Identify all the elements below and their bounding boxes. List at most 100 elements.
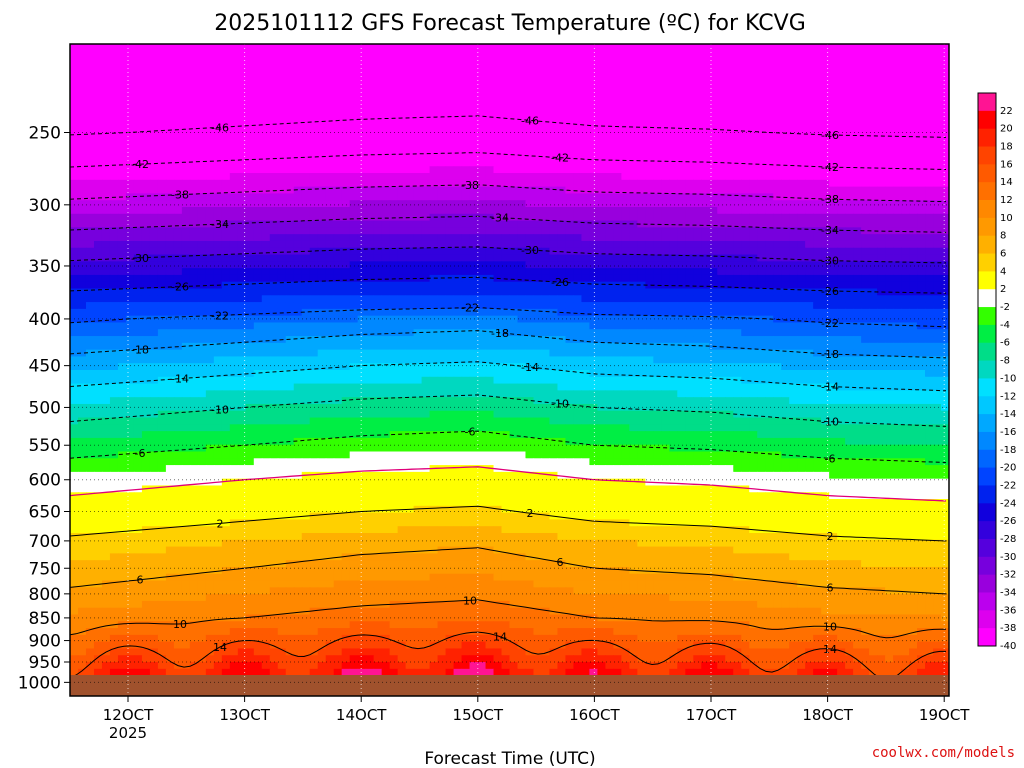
field-cell	[525, 315, 535, 324]
field-cell	[293, 173, 303, 181]
field-cell	[253, 132, 263, 140]
field-cell	[741, 274, 750, 283]
field-cell	[813, 227, 822, 235]
field-cell	[269, 349, 279, 358]
field-cell	[429, 44, 439, 52]
field-cell	[189, 77, 199, 86]
field-cell	[789, 84, 798, 93]
field-cell	[493, 166, 503, 174]
field-cell	[669, 71, 678, 79]
field-cell	[589, 71, 598, 79]
field-cell	[869, 220, 878, 228]
field-cell	[213, 227, 223, 235]
field-cell	[253, 105, 263, 113]
field-cell	[341, 98, 351, 106]
field-cell	[805, 336, 814, 344]
field-cell	[869, 308, 878, 317]
field-cell	[509, 84, 519, 93]
field-cell	[277, 281, 287, 290]
field-cell	[141, 322, 151, 330]
field-cell	[445, 193, 455, 201]
field-cell	[941, 295, 949, 303]
field-cell	[365, 254, 375, 262]
field-cell	[477, 145, 487, 154]
field-cell	[901, 329, 910, 337]
field-cell	[133, 220, 143, 228]
field-cell	[893, 57, 902, 65]
field-cell	[525, 139, 535, 147]
field-cell	[637, 342, 646, 351]
field-cell	[397, 152, 407, 161]
field-cell	[357, 84, 367, 93]
field-cell	[253, 193, 263, 201]
field-cell	[285, 288, 295, 296]
field-cell	[501, 268, 511, 276]
field-cell	[509, 268, 519, 276]
field-cell	[357, 145, 367, 154]
field-cell	[341, 274, 351, 283]
field-cell	[365, 50, 375, 59]
field-cell	[149, 268, 159, 276]
field-cell	[501, 240, 511, 249]
field-cell	[125, 125, 135, 133]
field-cell	[141, 207, 151, 215]
field-cell	[453, 132, 463, 140]
field-cell	[461, 179, 471, 188]
field-cell	[317, 186, 327, 195]
field-cell	[861, 247, 870, 256]
field-cell	[597, 274, 606, 283]
field-cell	[829, 274, 838, 283]
field-cell	[333, 200, 343, 208]
field-cell	[645, 118, 654, 127]
field-cell	[549, 227, 559, 235]
field-cell	[317, 50, 327, 59]
field-cell	[381, 98, 391, 106]
field-cell	[717, 193, 726, 201]
field-cell	[941, 281, 949, 290]
field-cell	[221, 240, 231, 249]
field-cell	[693, 193, 702, 201]
field-cell	[85, 193, 95, 201]
field-cell	[533, 240, 543, 249]
field-cell	[717, 71, 726, 79]
field-cell	[397, 145, 407, 154]
field-cell	[797, 152, 806, 161]
field-cell	[141, 254, 151, 262]
field-cell	[301, 207, 311, 215]
field-cell	[933, 173, 942, 181]
field-cell	[493, 322, 503, 330]
field-cell	[421, 139, 431, 147]
field-cell	[381, 315, 391, 324]
field-cell	[261, 105, 271, 113]
field-cell	[117, 145, 127, 154]
field-cell	[861, 145, 870, 154]
field-cell	[773, 91, 782, 99]
field-cell	[197, 322, 207, 330]
field-cell	[925, 302, 934, 310]
field-cell	[405, 268, 415, 276]
field-cell	[741, 105, 750, 113]
field-cell	[77, 159, 87, 167]
field-cell	[573, 132, 583, 140]
field-cell	[725, 111, 734, 120]
field-cell	[229, 84, 239, 93]
field-cell	[629, 268, 638, 276]
field-cell	[525, 207, 535, 215]
field-cell	[85, 145, 95, 154]
field-cell	[237, 302, 247, 310]
field-cell	[181, 349, 191, 358]
field-cell	[397, 111, 407, 120]
field-cell	[77, 193, 87, 201]
field-cell	[85, 234, 95, 242]
field-cell	[485, 193, 495, 201]
field-cell	[389, 268, 399, 276]
field-cell	[85, 139, 95, 147]
field-cell	[709, 302, 718, 310]
field-cell	[661, 111, 670, 120]
field-cell	[901, 268, 910, 276]
field-cell	[709, 166, 718, 174]
field-cell	[309, 274, 319, 283]
field-cell	[829, 57, 838, 65]
field-cell	[253, 261, 263, 269]
field-cell	[645, 295, 654, 303]
